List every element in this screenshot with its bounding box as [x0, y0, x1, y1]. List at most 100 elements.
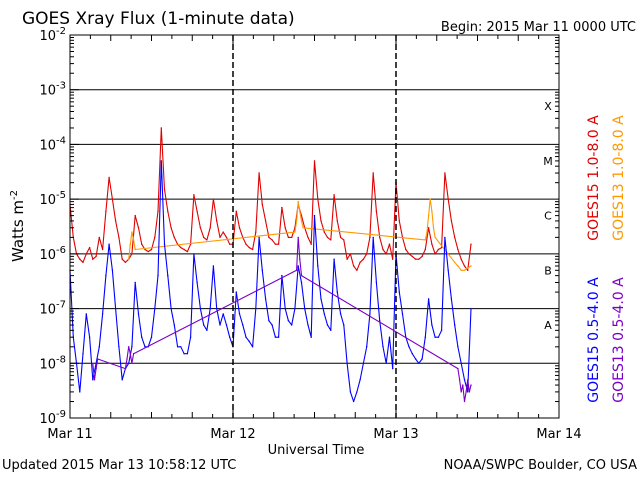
data-point	[349, 253, 352, 255]
data-point	[339, 236, 342, 239]
data-point	[454, 236, 456, 239]
data-point	[225, 324, 228, 326]
y-tick-label-exponent: -3	[56, 81, 66, 92]
data-point	[216, 220, 218, 222]
y-axis-label: Watts m-2	[9, 190, 27, 262]
series-layer	[69, 127, 472, 403]
data-point	[98, 236, 101, 239]
data-point	[255, 231, 257, 233]
data-point	[418, 362, 420, 364]
data-point	[180, 246, 182, 249]
data-point	[245, 336, 247, 338]
data-point	[251, 346, 254, 348]
data-point	[457, 346, 459, 348]
data-point	[295, 269, 298, 271]
data-point	[255, 307, 257, 310]
data-point	[132, 239, 135, 241]
data-point	[170, 307, 172, 310]
y-tick-label: 10-7	[39, 300, 66, 318]
data-point	[379, 320, 381, 322]
data-point	[434, 336, 436, 338]
data-point	[297, 265, 299, 267]
data-point	[222, 231, 224, 233]
data-point	[369, 236, 371, 239]
begin-label: Begin: 2015 Mar 11 0000 UTC	[441, 20, 636, 35]
series-group	[69, 160, 472, 403]
data-point	[251, 248, 254, 251]
data-point	[173, 236, 175, 239]
y-tick-label-exponent: -5	[56, 190, 66, 201]
data-point	[405, 248, 407, 251]
data-point	[160, 127, 162, 129]
flare-class-label: C	[544, 210, 552, 223]
data-point	[411, 353, 413, 355]
data-point	[163, 188, 166, 191]
series-line	[69, 160, 472, 403]
data-point	[468, 391, 471, 393]
data-point	[98, 346, 101, 348]
data-point	[427, 214, 430, 217]
data-point	[134, 281, 136, 284]
x-tick-label: Mar 12	[210, 427, 255, 442]
x-tick-label: Mar 14	[536, 427, 581, 442]
data-point	[432, 227, 435, 229]
data-point	[92, 362, 94, 364]
y-tick-label-exponent: -7	[56, 300, 66, 311]
data-point	[440, 329, 443, 331]
data-point	[118, 236, 120, 239]
flare-class-label: A	[544, 319, 552, 332]
credit-label: NOAA/SWPC Boulder, CO USA	[443, 458, 637, 473]
data-point	[287, 320, 290, 322]
data-point	[121, 379, 123, 381]
legend-entry: GOES13 0.5-4.0 A	[611, 277, 627, 403]
data-point	[463, 379, 466, 381]
data-point	[323, 231, 325, 233]
data-point	[150, 336, 153, 338]
y-tick-label-exponent: -8	[56, 354, 66, 365]
data-point	[92, 258, 94, 260]
data-point	[411, 255, 413, 258]
data-point	[137, 227, 140, 229]
y-tick-label: 10-4	[39, 135, 66, 153]
data-point	[437, 336, 440, 338]
data-point	[203, 236, 205, 239]
data-point	[359, 261, 361, 263]
data-point	[317, 265, 319, 267]
y-tick-label-exponent: -9	[56, 409, 66, 420]
data-point	[108, 176, 110, 179]
data-point	[330, 239, 332, 241]
data-point	[264, 298, 267, 300]
data-point	[359, 379, 361, 381]
data-point	[154, 307, 156, 310]
y-tick-label-base: 10	[39, 29, 56, 44]
data-point	[167, 274, 169, 277]
data-point	[333, 194, 335, 196]
data-point	[291, 236, 293, 239]
data-point	[408, 346, 410, 348]
data-point	[219, 236, 221, 239]
data-point	[385, 253, 387, 255]
data-point	[375, 281, 378, 284]
data-point	[97, 358, 99, 360]
data-point	[229, 336, 231, 338]
data-point	[418, 258, 420, 260]
data-point	[457, 367, 459, 370]
data-point	[320, 220, 322, 222]
data-point	[95, 255, 97, 258]
data-point	[349, 391, 352, 393]
data-point	[186, 353, 189, 355]
data-point	[150, 248, 153, 251]
data-point	[326, 236, 329, 239]
data-point	[281, 206, 283, 209]
data-point	[222, 313, 224, 315]
y-tick-label-base: 10	[39, 84, 56, 99]
data-point	[85, 313, 88, 315]
data-point	[271, 324, 273, 326]
data-point	[199, 307, 202, 310]
data-point	[199, 227, 202, 229]
data-point	[313, 160, 316, 162]
data-point	[105, 274, 107, 277]
data-point	[392, 367, 394, 370]
data-point	[317, 198, 319, 200]
data-point	[385, 362, 387, 364]
